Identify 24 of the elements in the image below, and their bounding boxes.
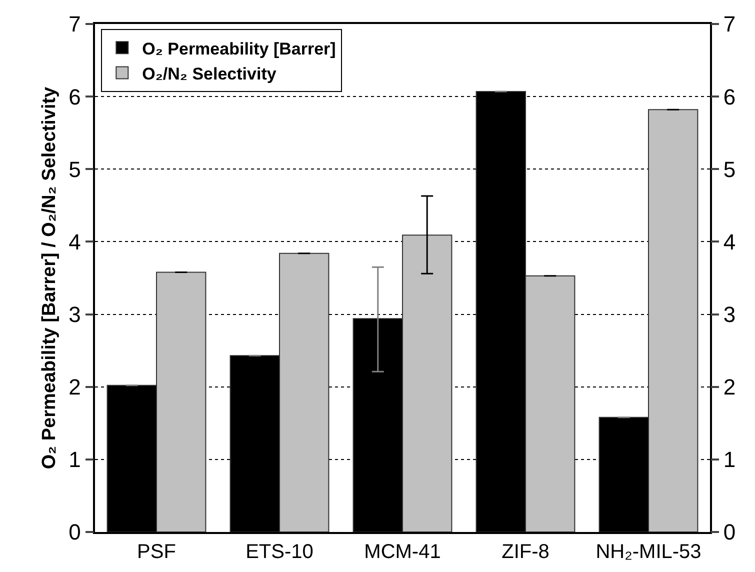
x-tick-label: PSF [137, 540, 176, 563]
y2-tick-label: 7 [723, 12, 736, 37]
y2-tick-label: 0 [723, 520, 736, 545]
y2-tick-label: 1 [723, 447, 736, 472]
x-tick-label: NH₂-MIL-53 [596, 540, 702, 563]
x-tick-label: MCM-41 [364, 540, 441, 563]
x-tick-label: ZIF-8 [502, 540, 550, 563]
y2-tick-label: 5 [723, 156, 736, 182]
y2-tick-label: 6 [723, 84, 736, 110]
y2-tick-label: 2 [723, 374, 736, 400]
y-tick-label: 2 [68, 374, 81, 400]
x-tick-label: ETS-10 [246, 540, 314, 563]
y-axis-title: O₂ Permeability [Barrer] / O₂/N₂ Selectivity [38, 86, 60, 470]
y-tick-label: 5 [68, 156, 81, 182]
legend-label: O₂ Permeability [Barrer] [142, 39, 336, 58]
y-tick-label: 6 [68, 84, 81, 110]
y-tick-label: 4 [68, 229, 81, 254]
y2-tick-label: 3 [723, 302, 736, 327]
y-tick-label: 3 [68, 302, 81, 327]
legend-label: O₂/N₂ Selectivity [142, 64, 277, 84]
y2-tick-label: 4 [723, 229, 736, 254]
y-tick-label: 7 [68, 12, 81, 37]
y-tick-label: 0 [68, 520, 81, 545]
y-tick-label: 1 [68, 447, 81, 472]
